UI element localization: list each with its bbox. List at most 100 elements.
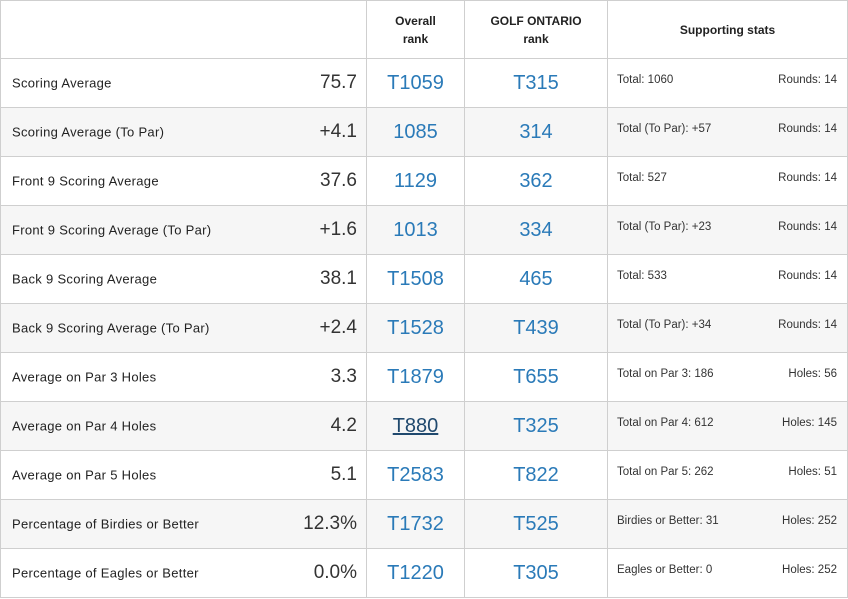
stat-name: Percentage of Birdies or Better [12,516,200,532]
supporting-stat-count: Holes: 56 [788,368,837,380]
header-golf-ontario-rank: GOLF ONTARIO rank [464,0,608,59]
supporting-stat-count: Rounds: 14 [778,270,837,282]
stat-name: Scoring Average (To Par) [12,124,165,140]
table-row: Front 9 Scoring Average (To Par) +1.6 1013… [0,205,848,255]
golf-ontario-rank-cell: T525 [464,499,608,549]
golf-ontario-rank-link[interactable]: T325 [513,414,559,437]
header-stat-name [0,0,367,59]
stat-cell: Back 9 Scoring Average (To Par) +2.4 [0,303,367,353]
stat-cell: Front 9 Scoring Average (To Par) +1.6 [0,205,367,255]
stat-value: 3.3 [330,366,357,387]
supporting-stat-total: Eagles or Better: 0 [617,564,713,576]
table-row: Percentage of Eagles or Better 0.0% T1220 T… [0,548,848,598]
overall-rank-link[interactable]: 1013 [393,218,438,241]
overall-rank-link[interactable]: T1879 [387,365,444,388]
overall-rank-link[interactable]: T1508 [387,267,444,290]
golf-ontario-rank-cell: 362 [464,156,608,206]
golf-ontario-rank-link[interactable]: T439 [513,316,559,339]
overall-rank-link[interactable]: T1220 [387,561,444,584]
overall-rank-cell: 1085 [366,107,465,157]
stat-cell: Front 9 Scoring Average 37.6 [0,156,367,206]
overall-rank-link[interactable]: 1129 [393,169,437,192]
stat-value: 75.7 [320,72,357,93]
supporting-stat-count: Rounds: 14 [778,74,837,86]
golf-ontario-rank-link[interactable]: T525 [513,512,559,535]
supporting-stat-total: Total (To Par): +34 [617,319,712,331]
supporting-stat-count: Rounds: 14 [778,123,837,135]
overall-rank-link[interactable]: 1085 [393,120,438,143]
overall-rank-link[interactable]: T1732 [387,512,444,535]
supporting-stats-cell: Total (To Par): +34 Rounds: 14 [607,303,848,353]
golf-ontario-rank-link[interactable]: 362 [519,169,553,192]
golf-ontario-rank-link[interactable]: T822 [513,463,559,486]
table-row: Scoring Average (To Par) +4.1 1085 314 Total… [0,107,848,157]
table-row: Front 9 Scoring Average 37.6 1129 362 Total:… [0,156,848,206]
overall-rank-cell: 1129 [366,156,465,206]
table-row: Average on Par 4 Holes 4.2 T880 T325 Total o… [0,401,848,451]
table-body: Scoring Average 75.7 T1059 T315 Total: 1060 R… [0,58,848,598]
supporting-stats-cell: Total on Par 5: 262 Holes: 51 [607,450,848,500]
overall-rank-link[interactable]: T1528 [387,316,444,339]
stat-cell: Average on Par 3 Holes 3.3 [0,352,367,402]
overall-rank-link[interactable]: T880 [392,414,439,437]
stat-cell: Back 9 Scoring Average 38.1 [0,254,367,304]
supporting-stats-cell: Birdies or Better: 31 Holes: 252 [607,499,848,549]
overall-rank-link[interactable]: T1059 [387,71,444,94]
supporting-stat-count: Holes: 145 [782,417,837,429]
supporting-stats-cell: Total: 533 Rounds: 14 [607,254,848,304]
supporting-stat-total: Total: 1060 [617,74,674,86]
stat-name: Back 9 Scoring Average (To Par) [12,320,210,336]
supporting-stats-cell: Total (To Par): +57 Rounds: 14 [607,107,848,157]
stat-value: 38.1 [320,268,357,289]
overall-rank-cell: T1508 [366,254,465,304]
golf-ontario-rank-cell: T305 [464,548,608,598]
golf-ontario-rank-cell: T655 [464,352,608,402]
golf-ontario-rank-link[interactable]: T315 [513,71,559,94]
stat-cell: Percentage of Eagles or Better 0.0% [0,548,367,598]
golf-ontario-rank-cell: T315 [464,58,608,108]
golf-ontario-rank-cell: 334 [464,205,608,255]
overall-rank-cell: T1732 [366,499,465,549]
stat-name: Average on Par 5 Holes [12,467,157,483]
stat-value: +2.4 [319,317,357,338]
overall-rank-link[interactable]: T2583 [387,463,444,486]
golf-ontario-rank-cell: T439 [464,303,608,353]
supporting-stats-cell: Total: 1060 Rounds: 14 [607,58,848,108]
supporting-stat-total: Total (To Par): +57 [617,123,712,135]
golf-ontario-rank-link[interactable]: T305 [513,561,559,584]
stat-value: 5.1 [330,464,357,485]
header-overall-rank-sub: rank [402,31,429,46]
stat-cell: Percentage of Birdies or Better 12.3% [0,499,367,549]
supporting-stat-total: Total on Par 5: 262 [617,466,714,478]
stat-value: 4.2 [330,415,357,436]
supporting-stat-count: Rounds: 14 [778,319,837,331]
table-row: Back 9 Scoring Average 38.1 T1508 465 Total:… [0,254,848,304]
golf-ontario-rank-link[interactable]: 314 [519,120,553,143]
golf-ontario-rank-cell: T822 [464,450,608,500]
header-supporting-stats: Supporting stats [607,0,848,59]
stat-value: 12.3% [303,513,357,534]
stat-name: Average on Par 4 Holes [12,418,157,434]
overall-rank-cell: T2583 [366,450,465,500]
golf-ontario-rank-link[interactable]: 465 [519,267,553,290]
supporting-stats-cell: Total: 527 Rounds: 14 [607,156,848,206]
overall-rank-cell: T1879 [366,352,465,402]
supporting-stat-count: Holes: 252 [782,515,837,527]
stat-cell: Average on Par 5 Holes 5.1 [0,450,367,500]
supporting-stats-cell: Total on Par 3: 186 Holes: 56 [607,352,848,402]
supporting-stat-total: Total: 527 [617,172,667,184]
stat-name: Back 9 Scoring Average [12,271,158,287]
golf-ontario-rank-link[interactable]: T655 [513,365,559,388]
golf-ontario-rank-link[interactable]: 334 [519,218,553,241]
stat-cell: Average on Par 4 Holes 4.2 [0,401,367,451]
table-row: Scoring Average 75.7 T1059 T315 Total: 1060 R… [0,58,848,108]
golf-ontario-rank-cell: 465 [464,254,608,304]
header-row: Overall rank GOLF ONTARIO rank Supportin… [0,0,848,59]
supporting-stats-cell: Total (To Par): +23 Rounds: 14 [607,205,848,255]
supporting-stat-total: Total: 533 [617,270,667,282]
stat-value: +1.6 [319,219,357,240]
stat-name: Front 9 Scoring Average (To Par) [12,222,212,238]
supporting-stat-total: Total (To Par): +23 [617,221,712,233]
overall-rank-cell: T880 [366,401,465,451]
